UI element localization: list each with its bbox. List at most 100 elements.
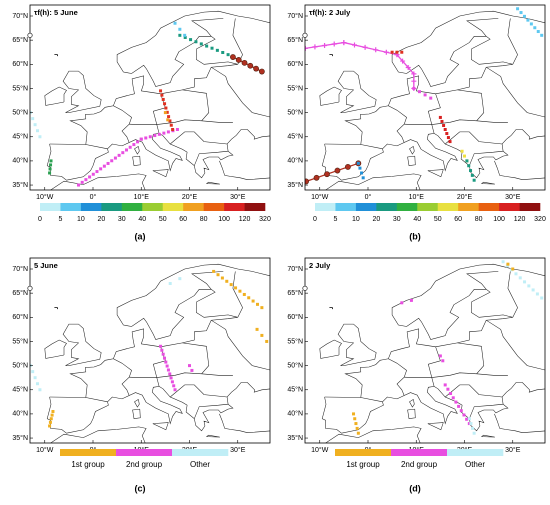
small-island: [329, 307, 333, 310]
colorbar-label: 60: [179, 216, 187, 223]
track-dot: [358, 166, 362, 170]
track-dot: [255, 327, 259, 331]
colorbar-label: 5: [334, 216, 338, 223]
group-swatch: [391, 449, 448, 456]
track-dot: [438, 354, 442, 358]
lat-label: 40°N: [12, 410, 28, 418]
track-dot: [168, 372, 172, 376]
colorbar-segment: [417, 203, 439, 211]
colorbar-segment: [244, 203, 266, 211]
track-marker: [334, 167, 341, 174]
group-label: 2nd group: [401, 460, 438, 469]
coastline: [206, 181, 220, 185]
coastline: [170, 131, 228, 145]
track-marker: [313, 174, 320, 181]
coastline: [44, 86, 67, 106]
colorbar-segment: [203, 203, 225, 211]
lon-label: 30°E: [505, 446, 521, 454]
track-line: [343, 41, 398, 56]
colorbar-label: 10: [77, 216, 85, 223]
track-dot: [163, 111, 167, 115]
coastline: [427, 346, 441, 387]
track-dot: [160, 348, 164, 352]
coastline: [486, 319, 545, 371]
track-marker: [324, 171, 330, 178]
track-dot: [166, 368, 170, 372]
coastline: [170, 384, 228, 398]
track-dot: [221, 50, 225, 54]
lon-label: 10°W: [311, 446, 329, 454]
panel-title: 5 June: [34, 261, 58, 270]
track-dot: [144, 136, 148, 140]
track-dot: [460, 149, 464, 153]
track-dot: [462, 413, 466, 417]
track-dot: [99, 167, 103, 171]
lat-label: 40°N: [12, 157, 28, 165]
colorbar-label: 80: [475, 216, 483, 223]
track-dot: [77, 183, 81, 187]
coastline: [494, 160, 545, 180]
colorbar-segment: [437, 203, 459, 211]
track-dot: [51, 409, 55, 413]
panel-label: (b): [409, 231, 421, 241]
map: [293, 7, 545, 190]
group-swatch: [335, 449, 392, 456]
track-dot: [469, 422, 473, 426]
colorbar-label: 320: [534, 216, 546, 223]
track-dot: [352, 412, 356, 416]
track-dot: [212, 269, 216, 273]
colorbar-segment: [396, 203, 418, 211]
track-dot: [472, 431, 476, 435]
track-dot: [449, 392, 453, 396]
group-label: Other: [465, 460, 485, 469]
track-marker: [405, 65, 411, 71]
panel-title: 2 July: [309, 261, 331, 270]
track-dot: [459, 409, 463, 413]
track-dot: [38, 135, 42, 139]
panel: τf(h): 2 July 70°N 65°N 60°N 55°N 50°N 45°N 40°…: [287, 4, 546, 241]
track-dot: [113, 156, 117, 160]
track-dot: [361, 176, 365, 180]
track-marker: [400, 58, 406, 64]
track-dot: [457, 404, 461, 408]
small-island: [54, 54, 58, 57]
track-dot: [139, 137, 143, 141]
track-dot: [84, 178, 88, 182]
track-dot: [31, 370, 35, 374]
coastline: [466, 18, 499, 37]
track-marker: [344, 164, 351, 170]
track-dot: [446, 136, 450, 140]
track-marker: [322, 42, 328, 48]
lon-label: 10°W: [311, 193, 329, 201]
track-dot: [80, 180, 84, 184]
track-dot: [178, 277, 182, 281]
coastline: [445, 131, 503, 145]
lat-label: 65°N: [287, 289, 303, 297]
small-island: [329, 54, 333, 57]
track-dot: [443, 128, 447, 132]
track-dot: [533, 26, 537, 30]
track-dot: [472, 178, 476, 182]
track-dot: [465, 159, 469, 163]
track-dot: [102, 164, 106, 168]
group-swatch: [447, 449, 504, 456]
track-dot: [511, 267, 515, 271]
track-dot: [229, 283, 233, 287]
track-dot: [442, 123, 446, 127]
track-dot: [175, 128, 179, 132]
track-dot: [522, 14, 526, 18]
coastline: [427, 169, 444, 178]
track-dot: [183, 35, 187, 39]
track-dot: [523, 280, 527, 284]
track-marker: [253, 65, 259, 72]
track-dot: [501, 260, 505, 264]
coastline: [321, 382, 545, 434]
track-dot: [445, 132, 449, 136]
track-dot: [451, 396, 455, 400]
coastline: [182, 342, 210, 374]
track-marker: [293, 47, 298, 52]
track-dot: [360, 171, 364, 175]
track-dot: [470, 173, 474, 177]
coastline: [325, 173, 422, 190]
coastline: [337, 323, 377, 366]
